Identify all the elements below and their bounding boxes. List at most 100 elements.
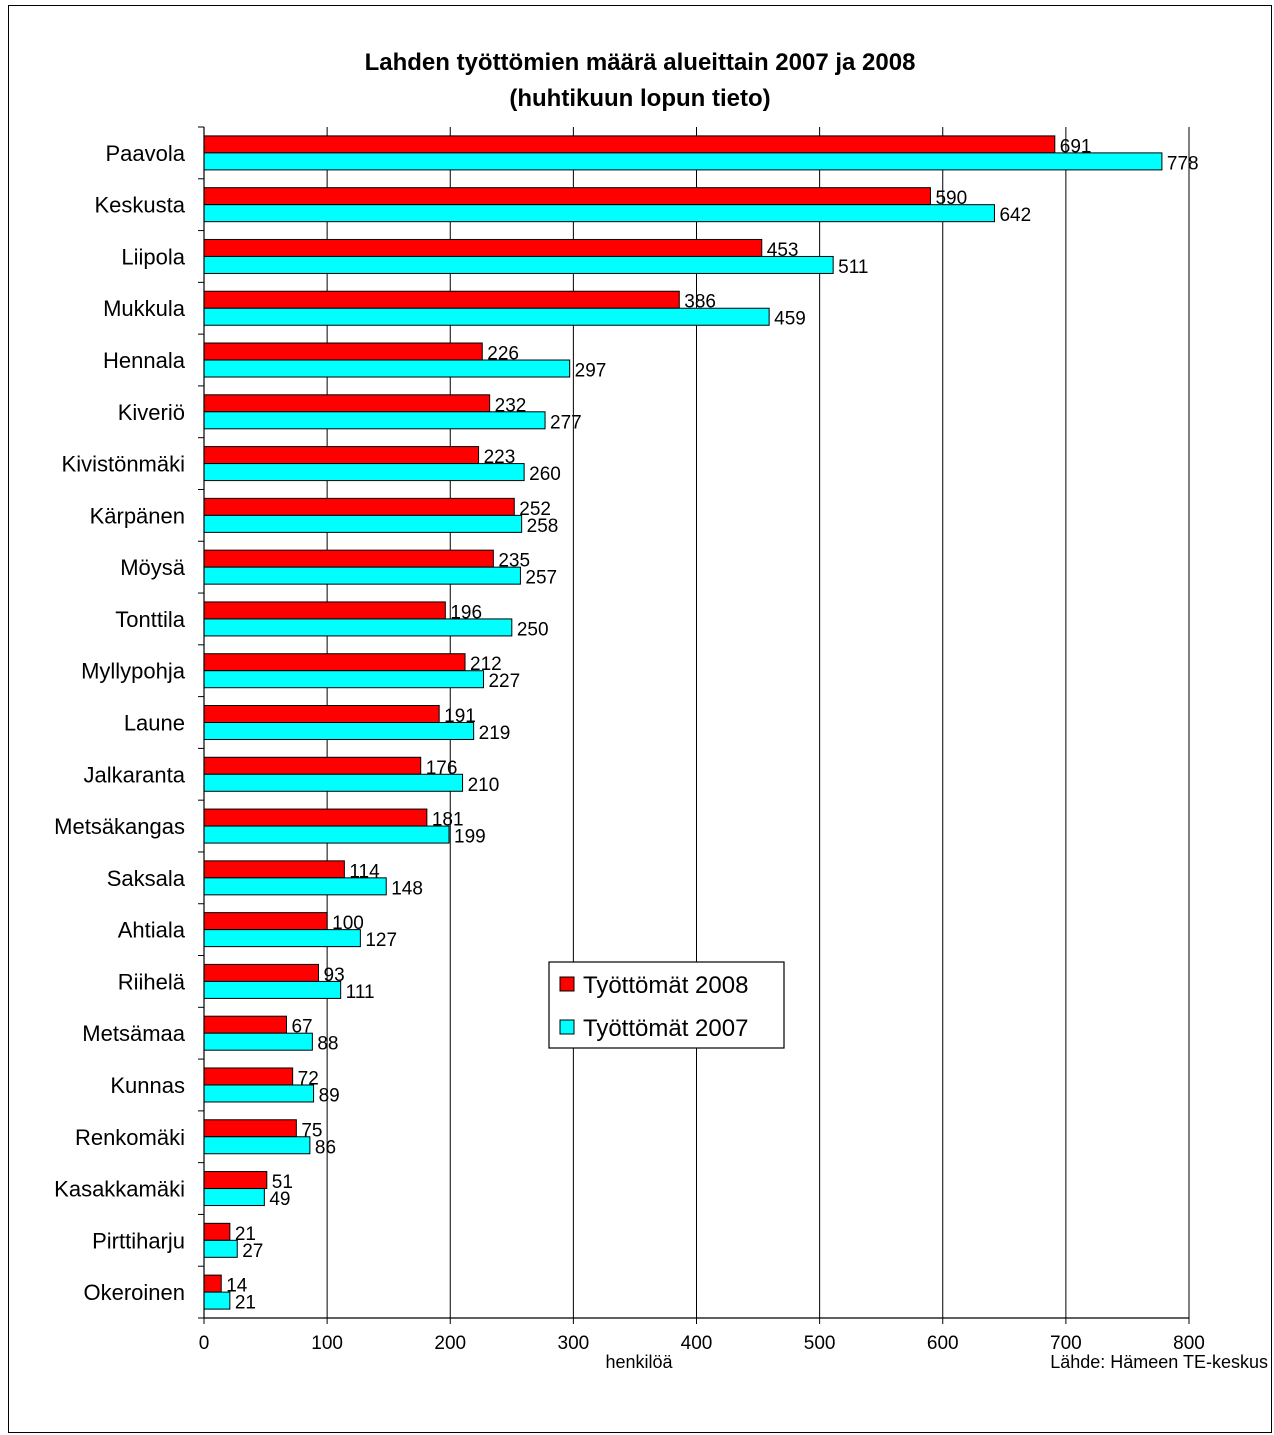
data-label-2008-kunnas: 72 bbox=[298, 1068, 319, 1089]
legend: Työttömät 2008 Työttömät 2007 bbox=[548, 961, 785, 1049]
bar-2007-metsäkangas bbox=[203, 825, 450, 844]
data-label-2008-kärpänen: 252 bbox=[519, 499, 551, 520]
data-label-2007-metsämaa: 88 bbox=[317, 1034, 338, 1055]
bar-2008-liipola bbox=[203, 238, 763, 257]
bar-2008-kunnas bbox=[203, 1067, 294, 1086]
data-label-2007-ahtiala: 127 bbox=[365, 930, 397, 951]
data-label-2007-keskusta: 642 bbox=[999, 205, 1031, 226]
data-label-2007-tonttila: 250 bbox=[517, 619, 549, 640]
data-label-2008-saksala: 114 bbox=[349, 861, 380, 882]
category-label-tonttila: Tonttila bbox=[115, 607, 185, 632]
data-label-2008-metsäkangas: 181 bbox=[432, 810, 464, 831]
data-label-2008-kivistönmäki: 223 bbox=[484, 447, 516, 468]
legend-label-2008: Työttömät 2008 bbox=[583, 972, 748, 999]
data-label-2008-paavola: 691 bbox=[1060, 136, 1092, 157]
data-label-2007-kiveriö: 277 bbox=[550, 412, 582, 433]
x-tick-label: 500 bbox=[804, 1333, 836, 1354]
data-label-2008-myllypohja: 212 bbox=[470, 654, 502, 675]
data-label-2008-metsämaa: 67 bbox=[291, 1017, 312, 1038]
bar-2007-paavola bbox=[203, 152, 1163, 171]
data-label-2007-kivistönmäki: 260 bbox=[529, 464, 561, 485]
category-label-laune: Laune bbox=[124, 711, 185, 736]
legend-box bbox=[548, 961, 785, 1049]
category-label-ahtiala: Ahtiala bbox=[118, 918, 186, 943]
bar-2007-laune bbox=[203, 722, 475, 740]
legend-swatch-2007 bbox=[559, 1019, 575, 1035]
bar-2008-renkomäki bbox=[203, 1119, 297, 1138]
bar-2007-riihelä bbox=[203, 980, 342, 999]
bar-2007-keskusta bbox=[203, 204, 995, 223]
data-label-2008-kasakkamäki: 51 bbox=[272, 1172, 293, 1193]
x-axis-label: henkilöä bbox=[605, 1352, 673, 1372]
data-label-2007-okeroinen: 21 bbox=[235, 1293, 256, 1314]
bar-2008-riihelä bbox=[203, 963, 320, 982]
bar-2007-liipola bbox=[203, 255, 834, 274]
category-label-kiveriö: Kiveriö bbox=[118, 400, 185, 425]
category-label-metsämaa: Metsämaa bbox=[82, 1021, 185, 1046]
bar-2008-mukkula bbox=[203, 290, 680, 309]
data-label-2007-riihelä: 111 bbox=[346, 982, 375, 1003]
data-label-2007-liipola: 511 bbox=[838, 257, 868, 278]
data-label-2008-möysä: 235 bbox=[498, 551, 530, 572]
bar-2008-kivistönmäki bbox=[203, 446, 480, 465]
data-label-2008-renkomäki: 75 bbox=[301, 1120, 322, 1141]
category-label-paavola: Paavola bbox=[105, 141, 185, 166]
data-label-2008-tonttila: 196 bbox=[450, 602, 482, 623]
bar-2008-metsämaa bbox=[203, 1015, 287, 1034]
x-tick-label: 400 bbox=[681, 1333, 713, 1354]
bar-2007-myllypohja bbox=[203, 670, 484, 689]
x-tick-label: 700 bbox=[1050, 1333, 1082, 1354]
data-label-2007-möysä: 257 bbox=[525, 568, 557, 589]
chart-title: Lahden työttömien määrä alueittain 2007 … bbox=[365, 49, 916, 76]
data-label-2007-jalkaranta: 210 bbox=[468, 775, 500, 796]
category-label-kärpänen: Kärpänen bbox=[90, 503, 185, 528]
x-tick-label: 0 bbox=[199, 1333, 210, 1354]
data-label-2008-laune: 191 bbox=[444, 706, 476, 727]
x-tick-label: 600 bbox=[927, 1333, 959, 1354]
bar-2008-ahtiala bbox=[203, 912, 328, 931]
category-label-saksala: Saksala bbox=[107, 866, 186, 891]
bar-2007-pirttiharju bbox=[203, 1239, 238, 1258]
category-label-jalkaranta: Jalkaranta bbox=[83, 762, 185, 787]
bar-2008-paavola bbox=[203, 135, 1056, 154]
data-label-2008-riihelä: 93 bbox=[324, 965, 345, 986]
bar-2008-kärpänen bbox=[203, 497, 515, 516]
bar-2008-möysä bbox=[203, 549, 494, 568]
chart-subtitle: (huhtikuun lopun tieto) bbox=[509, 85, 770, 112]
category-labels: Paavola Keskusta Liipola Mukkula Hennala Kive… bbox=[54, 141, 186, 1305]
data-label-2007-saksala: 148 bbox=[391, 878, 423, 899]
data-label-2007-pirttiharju: 27 bbox=[242, 1241, 263, 1262]
bar-2007-kivistönmäki bbox=[203, 463, 525, 482]
chart: Lahden työttömien määrä alueittain 2007 … bbox=[54, 49, 1268, 1372]
data-label-2007-mukkula: 459 bbox=[774, 309, 806, 330]
bar-2008-kiveriö bbox=[203, 394, 491, 413]
category-label-kivistönmäki: Kivistönmäki bbox=[62, 452, 185, 477]
bar-2007-jalkaranta bbox=[203, 773, 464, 792]
category-label-keskusta: Keskusta bbox=[95, 193, 186, 218]
category-label-mukkula: Mukkula bbox=[103, 296, 186, 321]
category-label-hennala: Hennala bbox=[103, 348, 186, 373]
bar-2007-kärpänen bbox=[203, 514, 523, 533]
category-label-liipola: Liipola bbox=[121, 244, 185, 269]
bar-2008-metsäkangas bbox=[203, 808, 428, 827]
data-label-2007-renkomäki: 86 bbox=[315, 1137, 336, 1158]
bar-2007-kasakkamäki bbox=[203, 1188, 265, 1207]
axes bbox=[198, 126, 1189, 1319]
x-tick-label: 200 bbox=[434, 1333, 466, 1354]
category-label-riihelä: Riihelä bbox=[118, 969, 186, 994]
data-label-2008-pirttiharju: 21 bbox=[235, 1224, 256, 1245]
chart-frame: Lahden työttömien määrä alueittain 2007 … bbox=[8, 5, 1272, 1433]
bar-2008-pirttiharju bbox=[203, 1222, 231, 1241]
data-label-2008-jalkaranta: 176 bbox=[426, 758, 458, 779]
data-label-2008-ahtiala: 100 bbox=[332, 913, 364, 934]
category-label-myllypohja: Myllypohja bbox=[81, 659, 186, 684]
bars bbox=[203, 135, 1163, 1310]
bar-2008-tonttila bbox=[203, 601, 446, 620]
category-label-kasakkamäki: Kasakkamäki bbox=[54, 1177, 185, 1202]
bar-2008-hennala bbox=[203, 342, 483, 361]
bar-2008-laune bbox=[203, 705, 440, 723]
x-axis-ticks: 0 100 200 300 400 500 600 700 800 bbox=[199, 1318, 1205, 1354]
bar-2008-myllypohja bbox=[203, 653, 466, 672]
data-label-2008-okeroinen: 14 bbox=[226, 1276, 248, 1297]
data-labels: 691 778 590 642 453 511 386 459 226 297 232 277 223 2… bbox=[226, 136, 1198, 1313]
